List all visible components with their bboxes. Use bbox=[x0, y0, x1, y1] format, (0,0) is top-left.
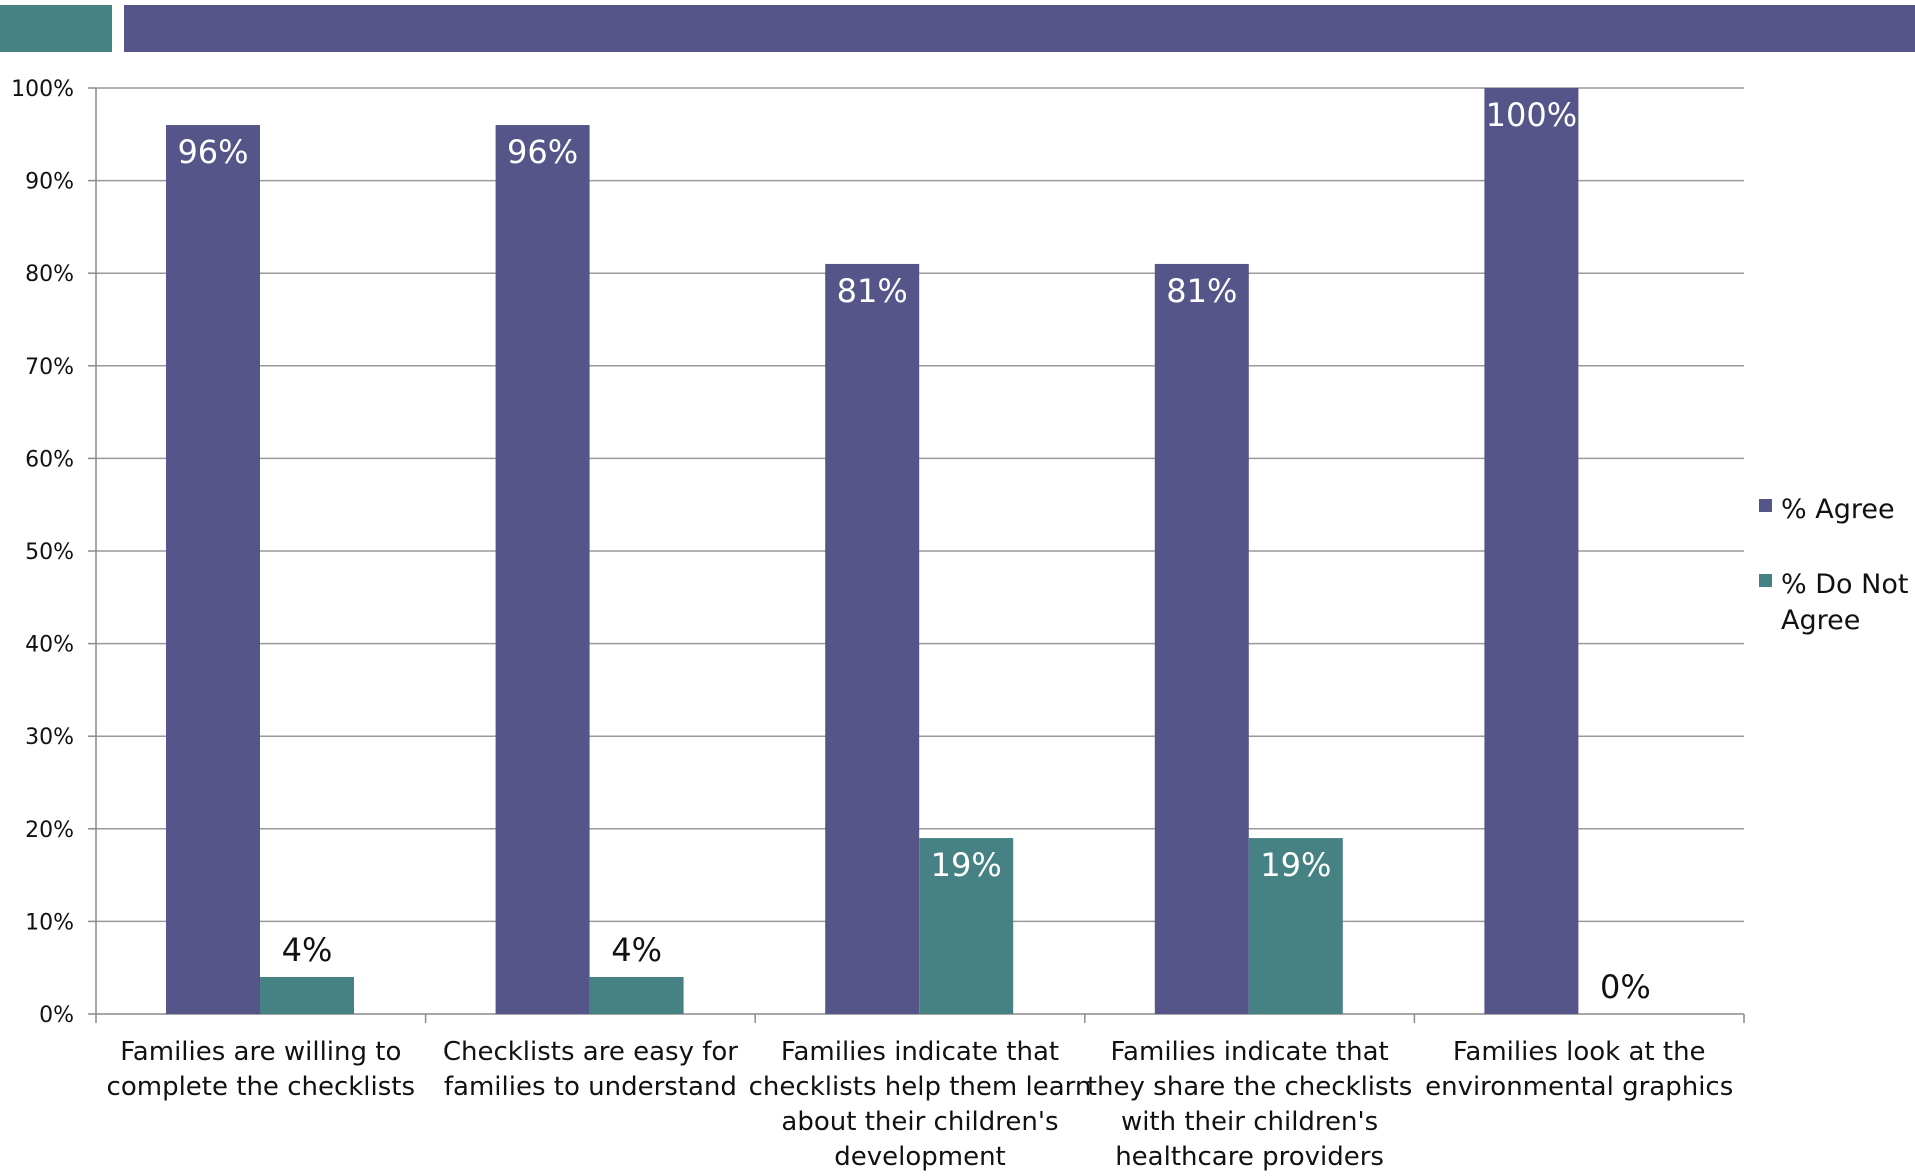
y-tick-label: 30% bbox=[25, 725, 74, 750]
y-tick-label: 70% bbox=[25, 355, 74, 380]
bar-series1 bbox=[825, 263, 920, 1014]
data-label: 0% bbox=[1600, 968, 1651, 1006]
data-label: 19% bbox=[931, 846, 1002, 884]
x-category-label: about their children's bbox=[781, 1107, 1058, 1137]
header-accent-block bbox=[0, 5, 112, 52]
legend-label: % Agree bbox=[1781, 494, 1895, 525]
x-category-label: environmental graphics bbox=[1425, 1072, 1733, 1102]
legend-label: Agree bbox=[1781, 605, 1860, 636]
bar-series2 bbox=[260, 976, 354, 1014]
x-category-label: checklists help them learn bbox=[749, 1072, 1092, 1102]
legend-swatch-series1 bbox=[1759, 499, 1772, 512]
header-title-bar bbox=[124, 5, 1915, 52]
x-category-label: complete the checklists bbox=[107, 1072, 416, 1102]
x-category-label: Checklists are easy for bbox=[443, 1037, 738, 1067]
y-tick-label: 50% bbox=[25, 540, 74, 565]
legend-label: % Do Not bbox=[1781, 569, 1908, 600]
bar-series2 bbox=[1248, 838, 1343, 1014]
x-category-label: with their children's bbox=[1121, 1107, 1378, 1137]
x-category-label: development bbox=[834, 1142, 1006, 1172]
x-category-label: Families indicate that bbox=[1110, 1037, 1388, 1067]
y-tick-label: 10% bbox=[25, 910, 74, 935]
y-tick-label: 0% bbox=[39, 1003, 74, 1028]
bar-series1 bbox=[166, 125, 260, 1015]
bar-series1 bbox=[1154, 263, 1249, 1014]
y-tick-label: 40% bbox=[25, 633, 74, 658]
data-label: 81% bbox=[1166, 272, 1237, 310]
x-category-label: Families are willing to bbox=[120, 1037, 401, 1067]
bar-series2 bbox=[589, 976, 684, 1014]
data-label: 96% bbox=[507, 133, 578, 171]
bar-series2 bbox=[919, 838, 1014, 1014]
data-label: 19% bbox=[1260, 846, 1331, 884]
data-label: 4% bbox=[282, 931, 333, 969]
x-category-label: healthcare providers bbox=[1115, 1142, 1384, 1172]
y-tick-label: 60% bbox=[25, 447, 74, 472]
bar-series1 bbox=[1484, 88, 1579, 1014]
data-label: 100% bbox=[1486, 96, 1577, 134]
y-tick-label: 90% bbox=[25, 170, 74, 195]
data-label: 96% bbox=[177, 133, 248, 171]
x-category-label: Families look at the bbox=[1453, 1037, 1706, 1067]
legend-swatch-series2 bbox=[1759, 574, 1772, 587]
x-category-label: families to understand bbox=[444, 1072, 737, 1102]
y-tick-label: 100% bbox=[11, 77, 74, 102]
x-category-label: Families indicate that bbox=[781, 1037, 1059, 1067]
y-tick-label: 20% bbox=[25, 818, 74, 843]
data-label: 81% bbox=[837, 272, 908, 310]
y-tick-label: 80% bbox=[25, 262, 74, 287]
x-category-label: they share the checklists bbox=[1087, 1072, 1412, 1102]
data-label: 4% bbox=[611, 931, 662, 969]
bar-series1 bbox=[495, 125, 590, 1015]
